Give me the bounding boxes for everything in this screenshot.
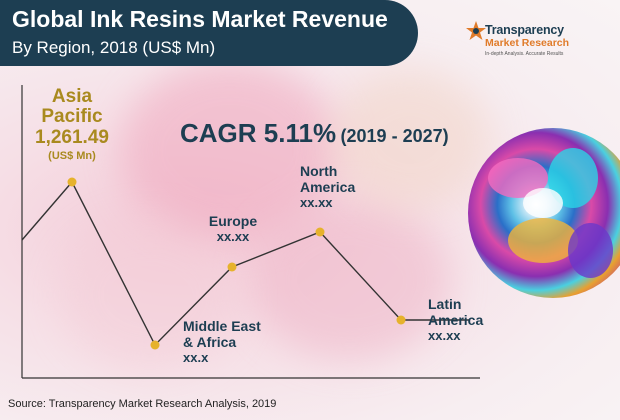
cagr-period: (2019 - 2027) <box>340 126 449 146</box>
unit-label: (US$ Mn) <box>48 150 96 162</box>
value-label: 1,261.49 <box>35 127 109 148</box>
data-point-middle-east-africa <box>150 340 160 350</box>
source-note: Source: Transparency Market Research Ana… <box>8 398 277 410</box>
chart-subtitle: By Region, 2018 (US$ Mn) <box>12 38 216 57</box>
data-point-north-america <box>315 227 325 237</box>
category-label: Europe <box>208 213 258 229</box>
ink-art-image <box>468 128 620 298</box>
label-middle-east-africa: Middle East & Africa xx.x <box>183 318 268 365</box>
chart-title: Global Ink Resins Market Revenue <box>12 6 388 32</box>
title-banner: Global Ink Resins Market Revenue By Regi… <box>0 0 418 66</box>
value-label: xx.xx <box>428 328 461 343</box>
company-logo: Transparency Market Research In-depth An… <box>465 18 613 64</box>
series-line-lead <box>21 181 73 241</box>
value-label: xx.x <box>183 350 209 365</box>
value-label: xx.xx <box>300 195 333 210</box>
logo-mark-icon <box>466 21 486 40</box>
logo-text-line2: Market Research <box>485 37 570 49</box>
data-point-asia-pacific <box>67 177 77 187</box>
series-layer <box>21 177 470 350</box>
background-blob <box>330 70 490 210</box>
category-label: Latin America <box>428 296 484 328</box>
logo-text-line1: Transparency <box>485 23 564 37</box>
cagr-value: CAGR 5.11% <box>180 118 337 148</box>
category-label: North America <box>300 163 356 195</box>
cagr-callout: CAGR 5.11% (2019 - 2027) <box>180 118 449 149</box>
background-blob <box>60 220 240 370</box>
background-blob <box>250 200 450 360</box>
label-asia-pacific: Asia Pacific 1,261.49 (US$ Mn) <box>24 87 120 163</box>
category-label: Asia Pacific <box>41 86 103 127</box>
category-label: Middle East & Africa <box>183 318 261 350</box>
value-label: xx.xx <box>216 229 250 244</box>
data-point-latin-america <box>396 315 406 325</box>
logo-tagline: In-depth Analysis. Accurate Results <box>485 51 564 57</box>
label-europe: Europe xx.xx <box>198 213 268 244</box>
label-latin-america: Latin America xx.xx <box>428 296 498 343</box>
data-point-europe <box>227 262 237 272</box>
label-north-america: North America xx.xx <box>300 163 370 210</box>
